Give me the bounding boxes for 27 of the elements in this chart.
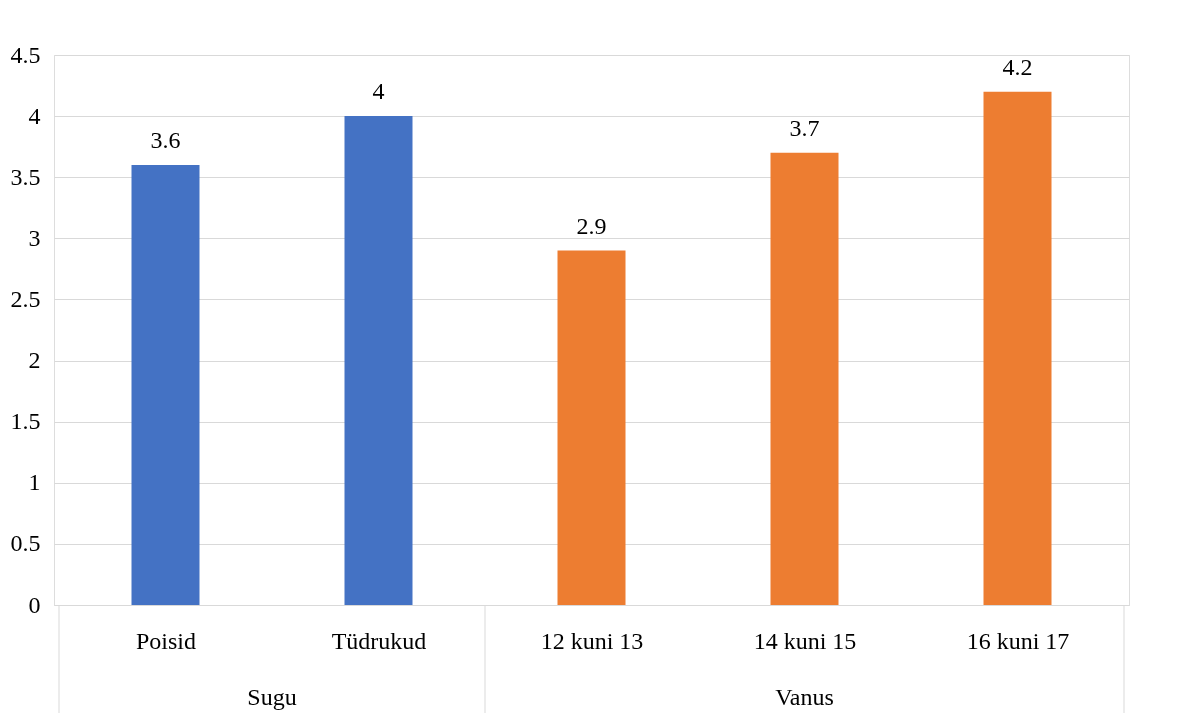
y-tick-label: 2.5 (10, 285, 41, 312)
data-label: 3.6 (150, 127, 181, 153)
y-tick-label: 0.5 (10, 530, 41, 557)
bar (557, 250, 626, 605)
y-tick-label: 4 (28, 102, 41, 129)
x-tick-label: Tüdrukud (331, 627, 427, 654)
y-tick-label: 2 (28, 347, 41, 374)
data-label: 4.2 (1002, 53, 1033, 80)
y-tick-label: 3 (28, 224, 41, 251)
data-label: 2.9 (576, 212, 607, 239)
x-tick-label: Poisid (135, 627, 197, 654)
x-tick-label: 16 kuni 17 (966, 627, 1070, 654)
y-tick-label: 3.5 (10, 163, 41, 190)
y-tick-label: 1 (28, 469, 41, 496)
data-label: 3.7 (789, 114, 820, 141)
bar (983, 91, 1052, 605)
y-tick-label: 4.5 (10, 41, 41, 68)
bar (770, 152, 839, 605)
text: Sugu (247, 684, 297, 710)
y-tick-label: 0 (28, 591, 41, 618)
x-tick-label: 12 kuni 13 (540, 627, 644, 654)
x-tick-label: 14 kuni 15 (753, 627, 857, 654)
bar (131, 165, 200, 605)
y-tick-label: 1.5 (10, 408, 41, 435)
bar (344, 116, 413, 605)
data-label: 4 (372, 78, 385, 105)
text: Vanus (775, 684, 834, 710)
